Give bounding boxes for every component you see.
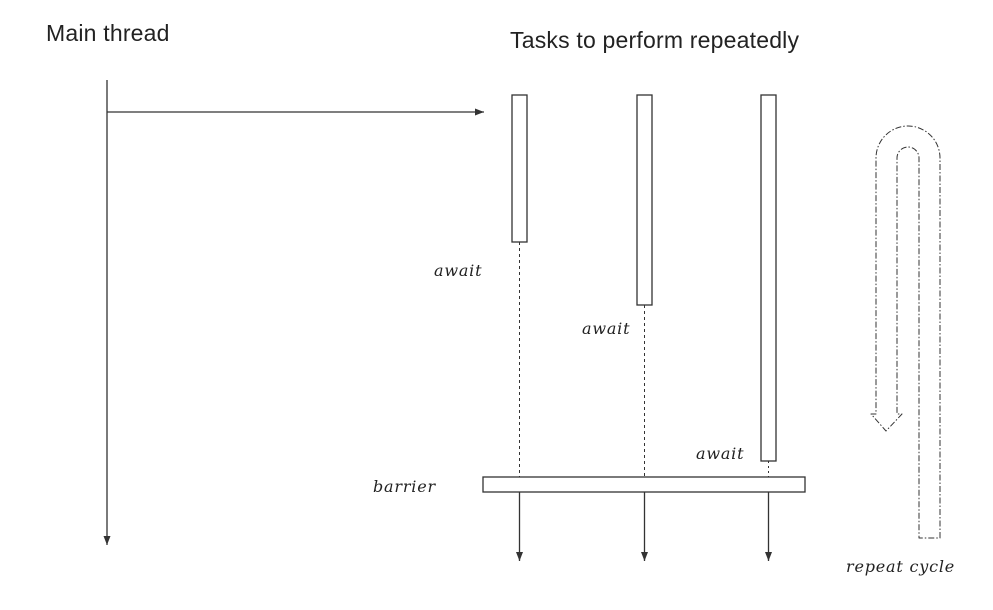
await-label-2: await — [582, 319, 631, 338]
repeat-cycle-arrow — [870, 125, 941, 539]
await-label-3: await — [696, 444, 745, 463]
await-label-1: await — [434, 261, 483, 280]
barrier-bar — [482, 476, 806, 493]
task-bar-2 — [636, 94, 653, 306]
main-thread-label: Main thread — [46, 20, 170, 46]
task-bar-3 — [760, 94, 777, 462]
barrier-label: barrier — [373, 477, 436, 496]
repeat-cycle-label: repeat cycle — [846, 557, 956, 576]
tasks-title: Tasks to perform repeatedly — [510, 27, 800, 53]
task-bar-1 — [511, 94, 528, 243]
